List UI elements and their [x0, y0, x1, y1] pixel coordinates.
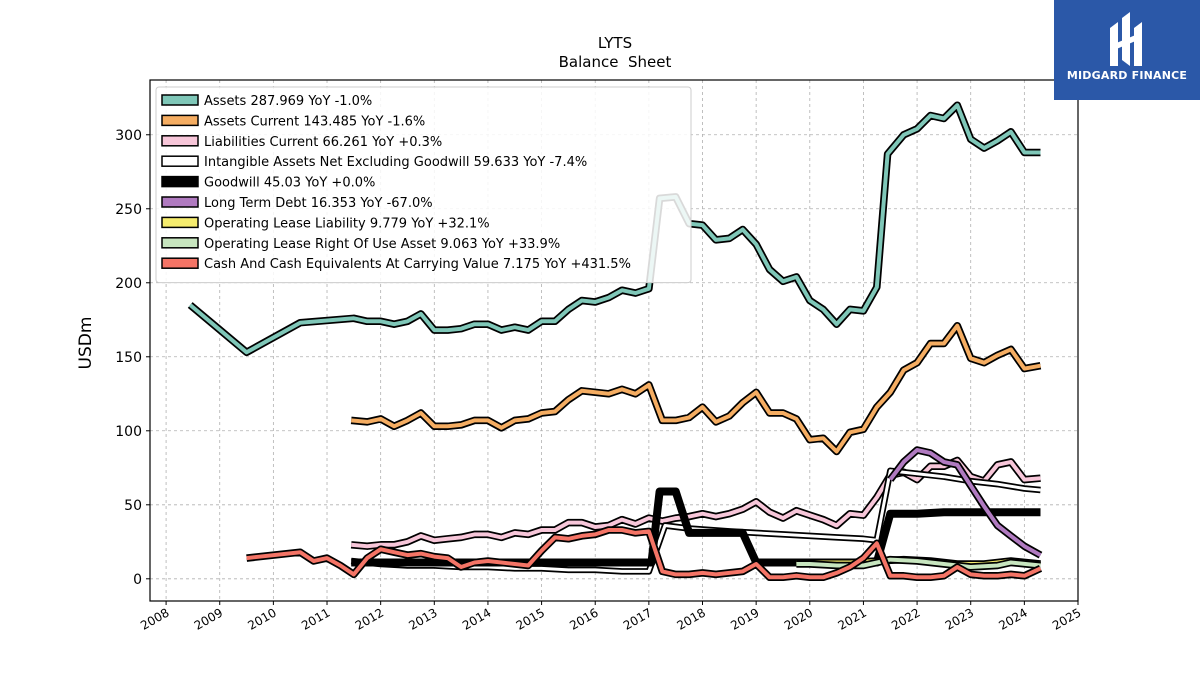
x-tick-label: 2020 — [782, 605, 815, 632]
x-tick-label: 2019 — [728, 605, 761, 632]
legend-label: Cash And Cash Equivalents At Carrying Va… — [204, 257, 631, 272]
legend-swatch — [161, 155, 199, 167]
x-tick-label: 2016 — [567, 605, 600, 632]
legend-item: Goodwill 45.03 YoY +0.0% — [161, 175, 375, 191]
series-line-outline — [350, 467, 1041, 575]
x-tick-label: 2021 — [835, 605, 868, 632]
x-tick-label: 2012 — [353, 605, 386, 632]
legend-swatch — [161, 135, 199, 147]
x-tick-label: 2015 — [514, 605, 547, 632]
y-tick-label: 100 — [115, 424, 142, 440]
series-line — [351, 323, 1041, 454]
legend-label: Long Term Debt 16.353 YoY -67.0% — [204, 196, 433, 211]
y-tick-label: 250 — [115, 202, 142, 218]
x-tick-label: 2018 — [675, 605, 708, 632]
legend-item: Cash And Cash Equivalents At Carrying Va… — [161, 257, 631, 272]
legend-item: Liabilities Current 66.261 YoY +0.3% — [161, 135, 442, 150]
legend-swatch — [161, 175, 199, 188]
x-tick-label: 2023 — [943, 605, 976, 632]
y-tick-label: 50 — [124, 498, 142, 514]
legend-item: Operating Lease Liability 9.779 YoY +32.… — [161, 216, 490, 231]
series-5 — [351, 487, 1041, 567]
legend-item: Operating Lease Right Of Use Asset 9.063… — [161, 237, 560, 252]
chart-subtitle: Balance Sheet — [559, 53, 672, 71]
legend-swatch — [161, 216, 199, 229]
x-tick-label: 2011 — [299, 605, 332, 632]
legend-label: Goodwill 45.03 YoY +0.0% — [204, 176, 375, 191]
series-6 — [887, 446, 1043, 559]
legend-label: Operating Lease Right Of Use Asset 9.063… — [204, 237, 560, 252]
series-8 — [796, 555, 1041, 571]
legend-swatch — [161, 94, 199, 106]
series-line — [351, 469, 1041, 573]
series-2 — [350, 321, 1042, 456]
x-tick-label: 2009 — [192, 605, 225, 632]
x-tick-label: 2022 — [889, 605, 922, 632]
series-lines — [187, 101, 1043, 582]
legend-swatch — [161, 196, 199, 208]
legend-label: Intangible Assets Net Excluding Goodwill… — [204, 155, 587, 170]
legend-label: Liabilities Current 66.261 YoY +0.3% — [204, 135, 442, 150]
plot-frame — [149, 79, 1079, 602]
legend-item: Assets 287.969 YoY -1.0% — [161, 94, 372, 109]
y-tick-label: 150 — [115, 350, 142, 366]
x-tick-label: 2017 — [621, 605, 654, 632]
legend-item: Long Term Debt 16.353 YoY -67.0% — [161, 196, 433, 211]
x-tick-label: 2025 — [1050, 605, 1083, 632]
series-line — [246, 528, 1042, 580]
legend-item: Assets Current 143.485 YoY -1.6% — [161, 114, 425, 129]
logo-text: MIDGARD FINANCE — [1066, 69, 1188, 82]
y-tick-label: 300 — [115, 128, 142, 144]
legend-box — [155, 86, 692, 284]
x-tick-label: 2014 — [460, 605, 493, 632]
legend-swatch — [161, 257, 199, 269]
legend-item: Intangible Assets Net Excluding Goodwill… — [161, 155, 587, 170]
x-tick-label: 2013 — [406, 605, 439, 632]
legend: Assets 287.969 YoY -1.0% Assets Current 1… — [155, 86, 692, 284]
x-tick-label: 2008 — [138, 605, 171, 632]
y-tick-label: 200 — [115, 276, 142, 292]
series-line — [796, 557, 1041, 569]
x-tick-label: 2024 — [996, 605, 1029, 632]
legend-label: Assets 287.969 YoY -1.0% — [204, 94, 372, 109]
midgard-finance-logo: MIDGARD FINANCE — [1054, 0, 1200, 100]
legend-label: Operating Lease Liability 9.779 YoY +32.… — [204, 216, 490, 231]
series-line — [888, 448, 1042, 557]
y-axis-label: USDm — [76, 317, 96, 370]
y-tick-label: 0 — [133, 572, 142, 588]
series-line-outline — [351, 487, 1041, 567]
legend-label: Assets Current 143.485 YoY -1.6% — [204, 114, 425, 129]
series-9 — [246, 526, 1043, 582]
midgard-logo-icon — [1110, 12, 1142, 66]
series-4 — [350, 467, 1041, 575]
legend-swatch — [161, 237, 199, 249]
legend-swatch — [161, 114, 199, 127]
chart-title: LYTS — [598, 34, 632, 52]
x-tick-label: 2010 — [245, 605, 278, 632]
